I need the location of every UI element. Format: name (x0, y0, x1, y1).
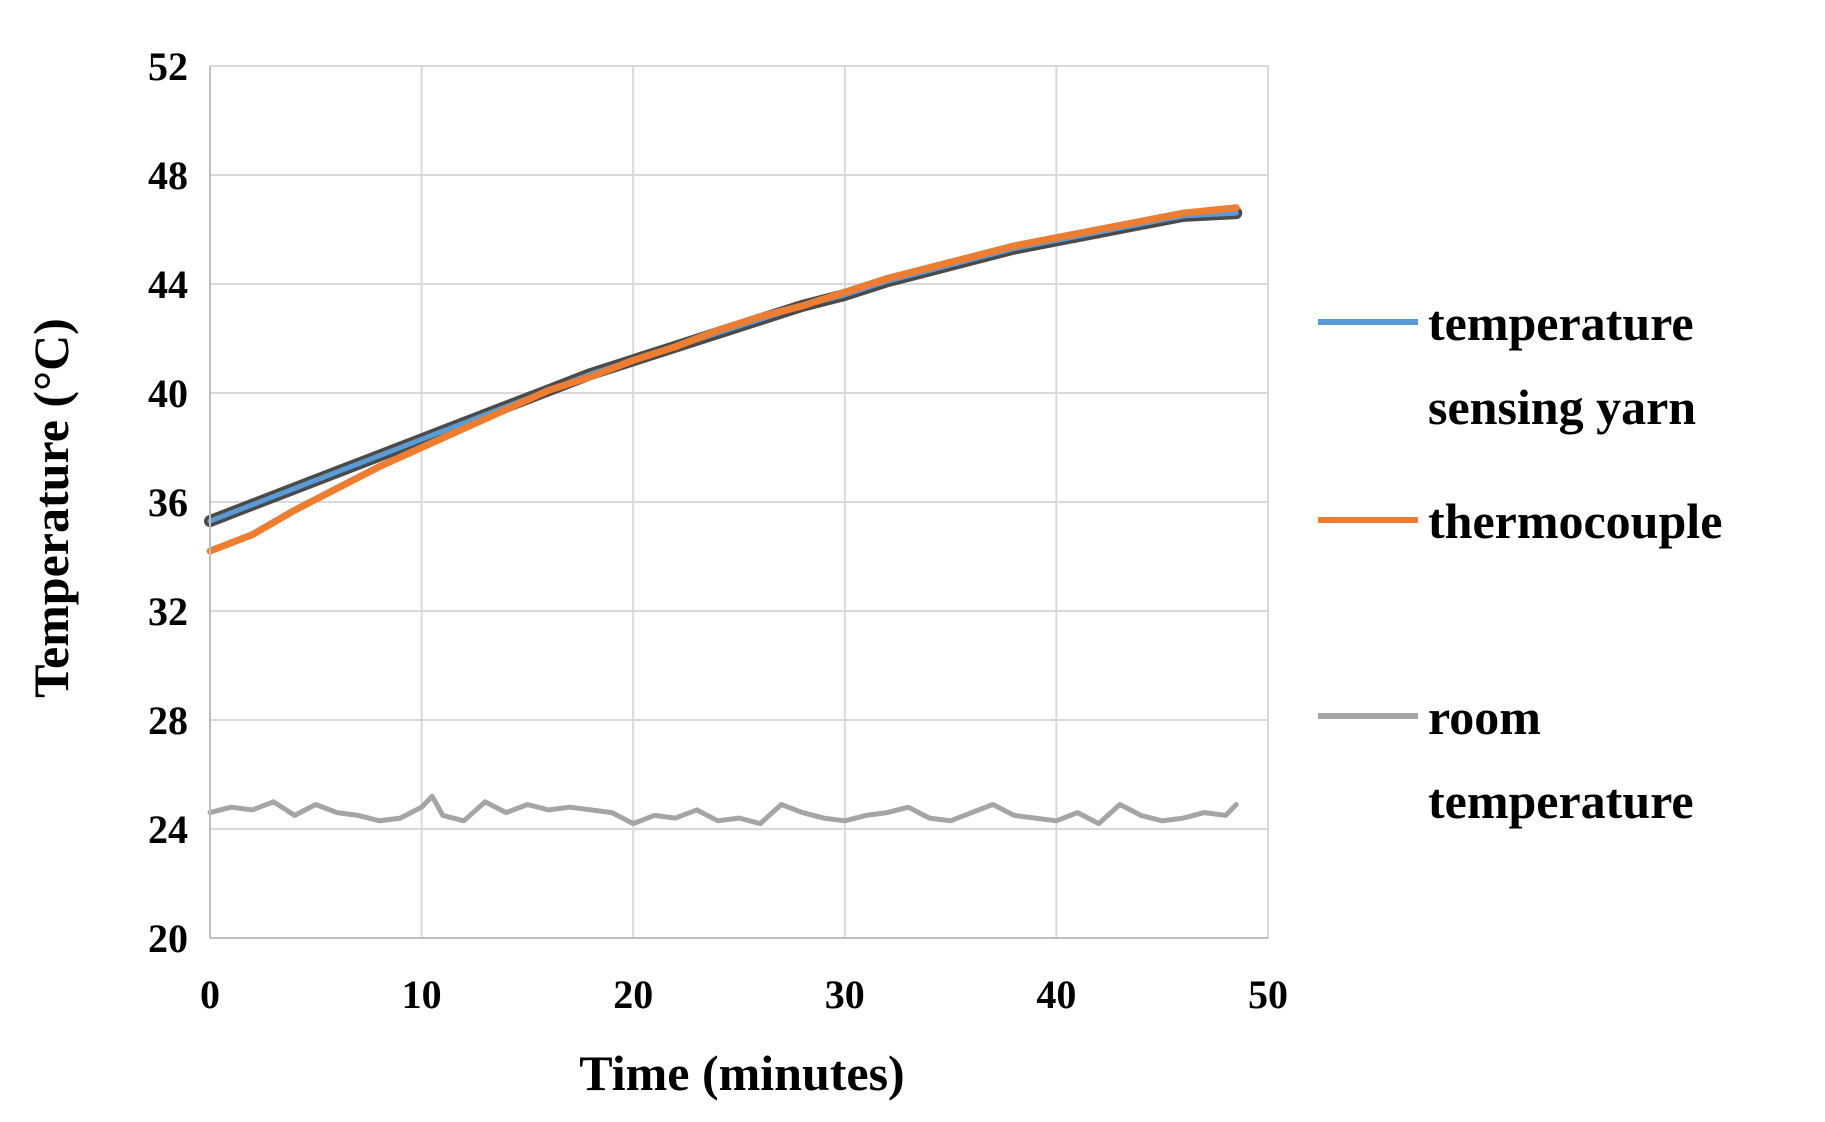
axes (209, 66, 1268, 939)
x-tick-label: 0 (200, 972, 220, 1017)
legend-item: temperature sensing yarn (1318, 295, 1696, 435)
y-tick-label: 40 (148, 371, 188, 416)
x-tick-label: 40 (1036, 972, 1076, 1017)
legend-label: room (1428, 689, 1541, 745)
x-tick-label: 10 (402, 972, 442, 1017)
tick-labels: 20 24 28 32 36 40 44 48 52 0 10 20 30 40 50 (148, 44, 1288, 1017)
legend-label: thermocouple (1428, 493, 1722, 549)
x-tick-label: 50 (1248, 972, 1288, 1017)
y-tick-label: 24 (148, 807, 188, 852)
x-axis-title: Time (minutes) (579, 1045, 904, 1101)
x-tick-label: 30 (825, 972, 865, 1017)
y-tick-label: 48 (148, 153, 188, 198)
x-tick-label: 20 (613, 972, 653, 1017)
legend-label: sensing yarn (1428, 379, 1696, 435)
legend-label: temperature (1428, 773, 1694, 829)
y-tick-label: 52 (148, 44, 188, 89)
y-tick-label: 20 (148, 916, 188, 961)
y-axis-title: Temperature (°C) (23, 318, 79, 698)
series-line-1 (206, 204, 1240, 555)
y-tick-label: 28 (148, 698, 188, 743)
legend: temperature sensing yarn thermocouple room t… (1318, 295, 1722, 829)
legend-label: temperature (1428, 295, 1694, 351)
y-tick-label: 32 (148, 589, 188, 634)
y-tick-label: 44 (148, 262, 188, 307)
legend-item: thermocouple (1318, 493, 1722, 549)
series-line-2 (207, 793, 1239, 827)
series-lines (204, 204, 1243, 827)
gridlines (209, 65, 1269, 939)
legend-item: room temperature (1318, 689, 1694, 829)
y-tick-label: 36 (148, 480, 188, 525)
